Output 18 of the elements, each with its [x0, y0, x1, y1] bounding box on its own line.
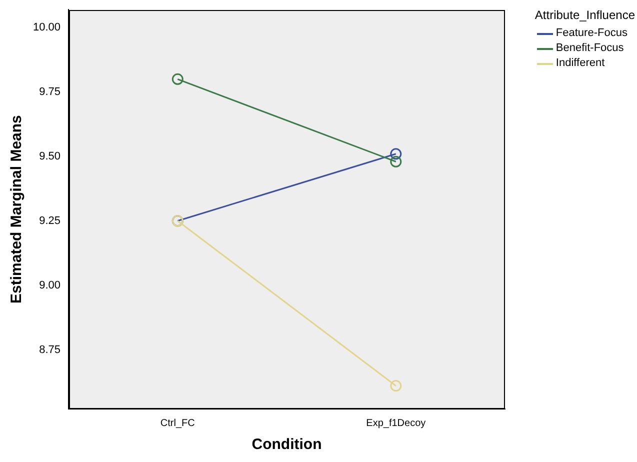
x-tick-label: Exp_f1Decoy [366, 418, 426, 429]
x-axis-title: Condition [252, 436, 322, 454]
x-tick-label: Ctrl_FC [160, 418, 195, 429]
legend-label: Indifferent [556, 56, 605, 71]
legend-label: Benefit-Focus [556, 41, 624, 56]
point [172, 73, 184, 85]
point [390, 380, 402, 392]
y-tick-label: 9.25 [39, 214, 61, 227]
y-axis-title: Estimated Marginal Means [8, 115, 26, 304]
y-tick-label: 9.75 [39, 86, 61, 98]
legend-title: Attribute_Influence [534, 8, 635, 22]
y-tick-label: 10.00 [32, 22, 61, 34]
y-tick-label: 9.50 [39, 150, 61, 163]
y-tick-label: 9.00 [39, 279, 61, 292]
point [390, 148, 402, 160]
point [390, 156, 402, 168]
legend-label: Feature-Focus [556, 26, 628, 41]
y-tick-label: 8.75 [39, 344, 61, 356]
